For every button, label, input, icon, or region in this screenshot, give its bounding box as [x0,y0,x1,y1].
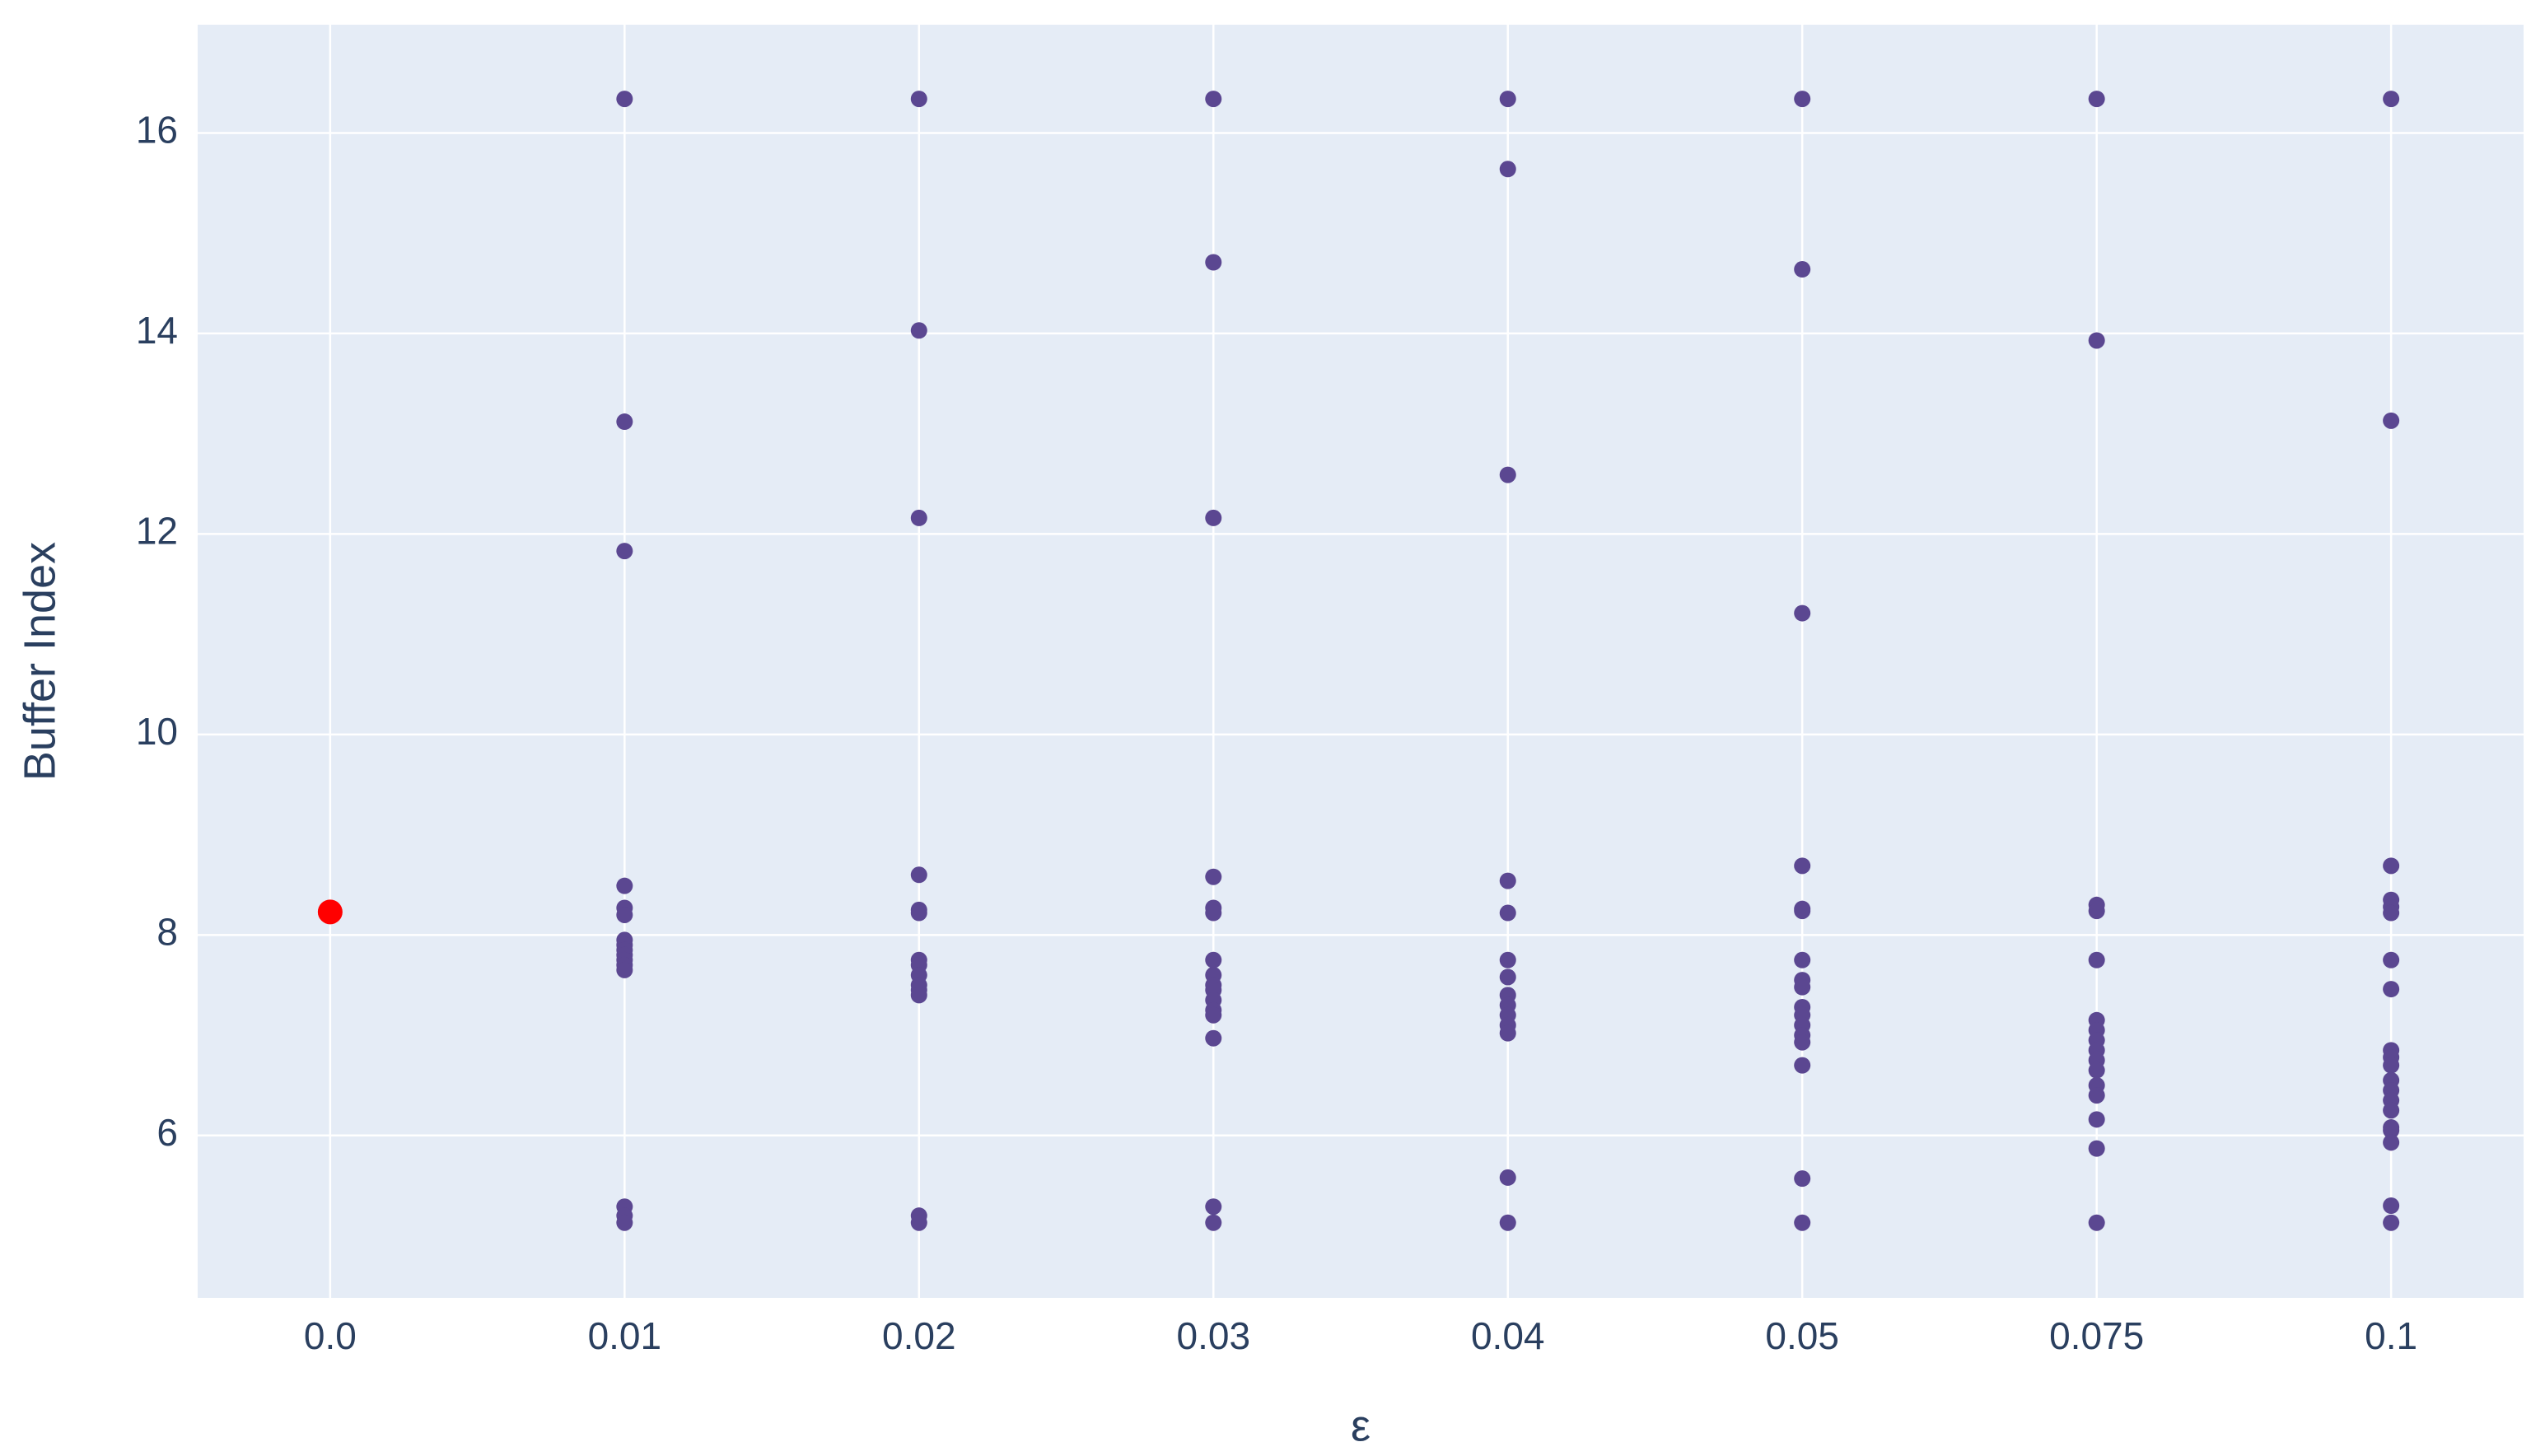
point [1205,1006,1222,1024]
point [317,899,343,925]
point [2088,903,2105,920]
x-tick-label: 0.1 [2365,1314,2417,1357]
point [1794,261,1811,278]
point [910,509,927,526]
point [910,866,927,884]
point [2383,1214,2400,1231]
point [1499,466,1516,483]
point [616,1214,633,1231]
point [1794,1170,1811,1188]
x-tick-label: 0.04 [1471,1314,1545,1357]
point [1794,903,1811,920]
point [2383,904,2400,922]
point [1499,161,1516,178]
point [2383,1102,2400,1119]
point [1794,857,1811,875]
y-tick-label: 8 [156,910,178,953]
x-tick-label: 0.03 [1177,1314,1251,1357]
point [1794,978,1811,996]
point [616,877,633,894]
point [1499,91,1516,108]
point [616,91,633,108]
point [2088,951,2105,968]
point [1794,91,1811,108]
point [1205,254,1222,271]
point [910,1214,927,1231]
point [1205,509,1222,526]
point [910,987,927,1004]
x-tick-label: 0.05 [1765,1314,1839,1357]
point [1205,951,1222,968]
point [2383,1122,2400,1139]
point [910,904,927,922]
point [1794,1214,1811,1231]
point [910,91,927,108]
point [2088,1214,2105,1231]
point [1499,968,1516,986]
point [1794,604,1811,622]
point [1205,868,1222,885]
point [616,413,633,431]
point [1794,1057,1811,1074]
x-tick-label: 0.075 [2049,1314,2144,1357]
point [2088,1062,2105,1079]
point [1205,1214,1222,1231]
point [1205,91,1222,108]
point [2383,1197,2400,1215]
point [616,961,633,978]
point [1499,872,1516,889]
point [2383,857,2400,875]
point [1794,951,1811,968]
point [2088,332,2105,349]
point [616,906,633,923]
y-tick-label: 10 [136,710,178,753]
point [2383,1057,2400,1074]
point [910,322,927,339]
x-tick-label: 0.02 [882,1314,956,1357]
y-tick-label: 6 [156,1111,178,1154]
x-axis-title: ε [1351,1401,1371,1450]
point [2383,981,2400,998]
point [2088,1140,2105,1157]
point [1499,951,1516,968]
point [1794,1034,1811,1051]
plot-area [198,25,2524,1298]
point [1499,904,1516,922]
point [2383,91,2400,108]
y-tick-label: 14 [136,309,178,352]
point [616,543,633,560]
point [2088,91,2105,108]
point [2383,951,2400,968]
point [2088,1087,2105,1104]
y-tick-label: 12 [136,510,178,553]
point [2088,1111,2105,1128]
point [1499,1024,1516,1042]
point [1205,1029,1222,1047]
point [2383,1134,2400,1151]
point [2383,412,2400,429]
point [1499,1169,1516,1186]
x-tick-label: 0.0 [304,1314,357,1357]
y-axis-title: Buffer Index [15,542,64,781]
point [1205,904,1222,922]
x-tick-label: 0.01 [588,1314,662,1357]
point [1499,1214,1516,1231]
y-tick-label: 16 [136,109,178,152]
point [1205,1198,1222,1216]
